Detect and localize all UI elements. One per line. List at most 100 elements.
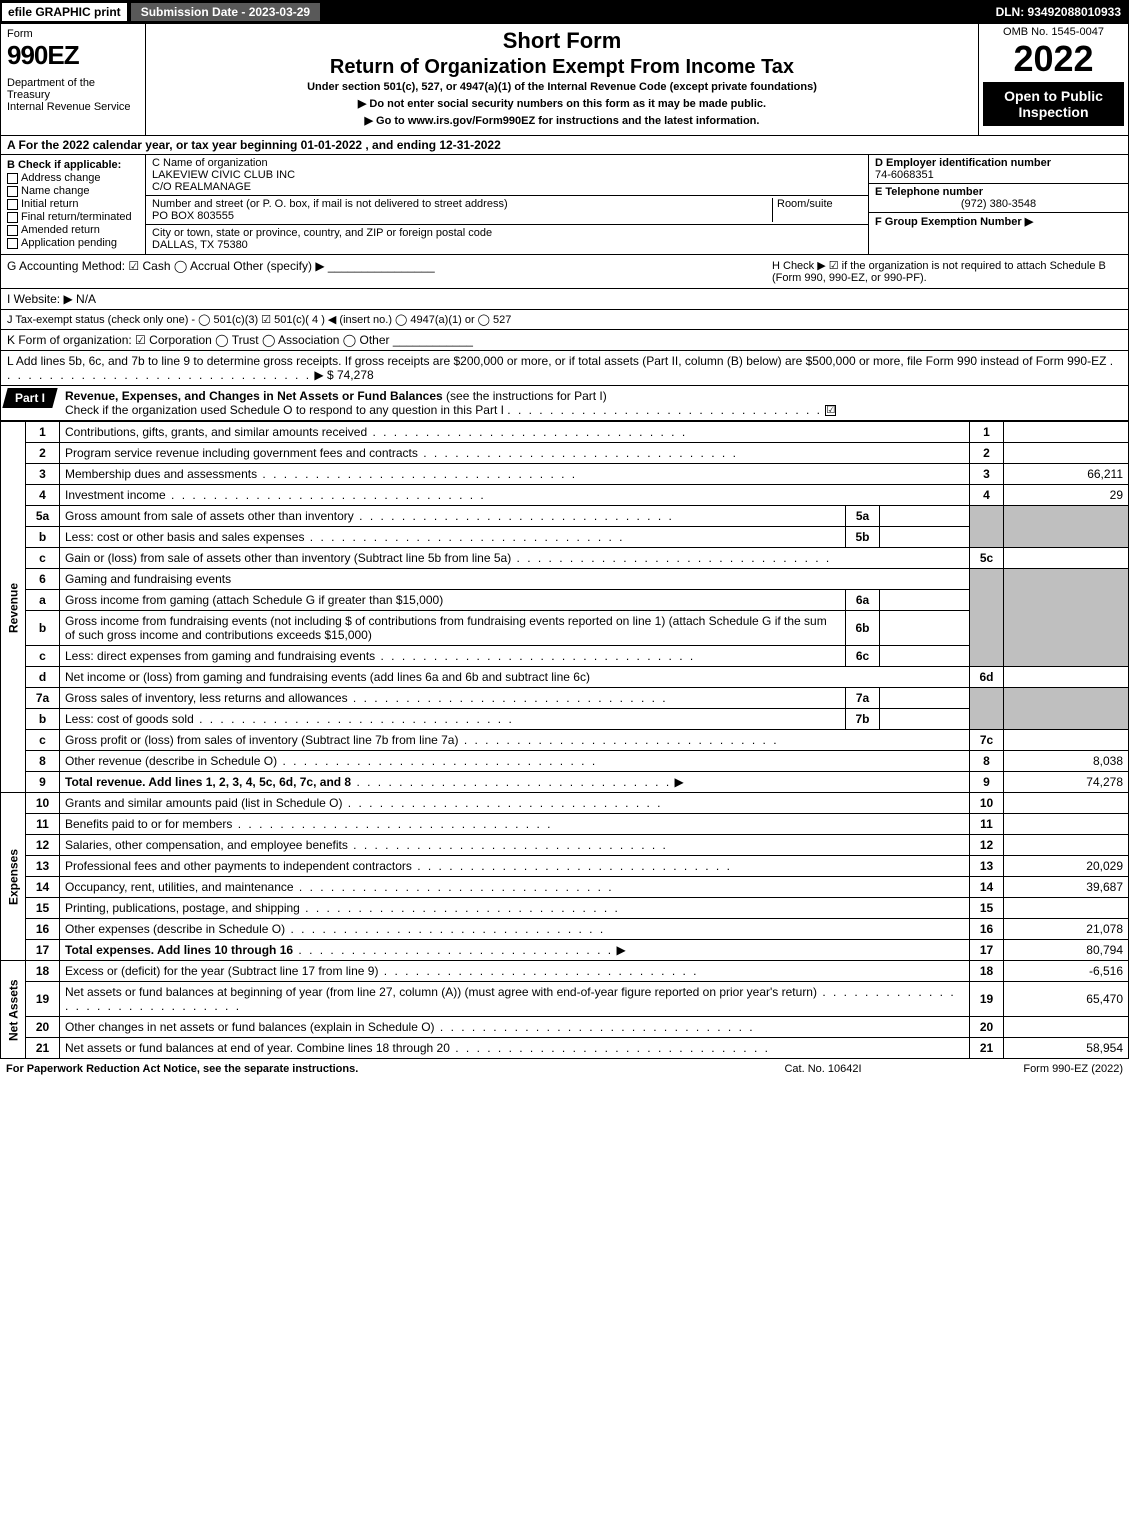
ln8-amt: 8,038: [1004, 751, 1129, 772]
l-amount: $ 74,278: [327, 368, 374, 382]
part1-checkbox[interactable]: ☑: [825, 405, 836, 416]
c-name-block: C Name of organization LAKEVIEW CIVIC CL…: [146, 155, 868, 196]
row-gh: G Accounting Method: ☑ Cash ◯ Accrual Ot…: [0, 255, 1129, 289]
ln15-box: 15: [970, 898, 1004, 919]
l-arrow: ▶: [314, 368, 327, 382]
ln17-box: 17: [970, 940, 1004, 961]
e-phone-block: E Telephone number (972) 380-3548: [869, 184, 1128, 213]
ln5b-sub: 5b: [846, 527, 880, 548]
ln5c-box: 5c: [970, 548, 1004, 569]
chk-address-change[interactable]: Address change: [7, 172, 139, 184]
col-c-org-info: C Name of organization LAKEVIEW CIVIC CL…: [146, 155, 868, 254]
ln13-desc: Professional fees and other payments to …: [60, 856, 970, 877]
ln13-num: 13: [26, 856, 60, 877]
dln-number: DLN: 93492088010933: [988, 3, 1129, 21]
ln14-box: 14: [970, 877, 1004, 898]
ln7ab-shade2: [1004, 688, 1129, 730]
ln7c-amt: [1004, 730, 1129, 751]
ln7c-num: c: [26, 730, 60, 751]
line-17: 17 Total expenses. Add lines 10 through …: [1, 940, 1129, 961]
h-schedule-b: H Check ▶ ☑ if the organization is not r…: [772, 259, 1122, 284]
ln5a-sval: [880, 506, 970, 527]
footer-left: For Paperwork Reduction Act Notice, see …: [6, 1063, 723, 1075]
under-section: Under section 501(c), 527, or 4947(a)(1)…: [154, 81, 970, 93]
chk-initial-return[interactable]: Initial return: [7, 198, 139, 210]
dept-label: Department of the Treasury: [7, 77, 139, 101]
omb-number: OMB No. 1545-0047: [983, 26, 1124, 38]
ln19-box: 19: [970, 982, 1004, 1017]
ln16-box: 16: [970, 919, 1004, 940]
ln6b-sub: 6b: [846, 611, 880, 646]
expenses-vlabel: Expenses: [1, 793, 26, 961]
ln6c-sub: 6c: [846, 646, 880, 667]
ln21-amt: 58,954: [1004, 1038, 1129, 1059]
ln7c-box: 7c: [970, 730, 1004, 751]
ln1-box: 1: [970, 422, 1004, 443]
ln17-amt: 80,794: [1004, 940, 1129, 961]
ein-value: 74-6068351: [875, 169, 1122, 181]
ln5c-amt: [1004, 548, 1129, 569]
part1-title-bold: Revenue, Expenses, and Changes in Net As…: [65, 389, 443, 403]
ln11-amt: [1004, 814, 1129, 835]
line-1: Revenue 1 Contributions, gifts, grants, …: [1, 422, 1129, 443]
form-word: Form: [7, 28, 139, 40]
chk-name-change[interactable]: Name change: [7, 185, 139, 197]
part1-check-text: Check if the organization used Schedule …: [65, 403, 504, 417]
ln18-num: 18: [26, 961, 60, 982]
header-right: OMB No. 1545-0047 2022 Open to Public In…: [978, 24, 1128, 135]
ln11-desc: Benefits paid to or for members: [60, 814, 970, 835]
ln6-desc: Gaming and fundraising events: [60, 569, 970, 590]
ln19-desc: Net assets or fund balances at beginning…: [60, 982, 970, 1017]
ln20-num: 20: [26, 1017, 60, 1038]
line-13: 13 Professional fees and other payments …: [1, 856, 1129, 877]
ln19-num: 19: [26, 982, 60, 1017]
ln5a-desc: Gross amount from sale of assets other t…: [60, 506, 846, 527]
ln6d-box: 6d: [970, 667, 1004, 688]
ln3-box: 3: [970, 464, 1004, 485]
line-8: 8 Other revenue (describe in Schedule O)…: [1, 751, 1129, 772]
ln8-box: 8: [970, 751, 1004, 772]
ln3-num: 3: [26, 464, 60, 485]
ln1-desc: Contributions, gifts, grants, and simila…: [60, 422, 970, 443]
ln6a-sval: [880, 590, 970, 611]
chk-final-return[interactable]: Final return/terminated: [7, 211, 139, 223]
ln14-num: 14: [26, 877, 60, 898]
org-city: DALLAS, TX 75380: [152, 239, 862, 251]
tax-year: 2022: [983, 38, 1124, 80]
ln6b-sval: [880, 611, 970, 646]
ln7a-desc: Gross sales of inventory, less returns a…: [60, 688, 846, 709]
form-number: 990EZ: [7, 40, 139, 71]
ln12-num: 12: [26, 835, 60, 856]
org-address: PO BOX 803555: [152, 210, 772, 222]
ln6-num: 6: [26, 569, 60, 590]
org-name: LAKEVIEW CIVIC CLUB INC: [152, 169, 862, 181]
line-6d: d Net income or (loss) from gaming and f…: [1, 667, 1129, 688]
b-label: B Check if applicable:: [7, 159, 139, 171]
chk-amended-return[interactable]: Amended return: [7, 224, 139, 236]
short-form-title: Short Form: [154, 28, 970, 54]
ln3-amt: 66,211: [1004, 464, 1129, 485]
ln16-amt: 21,078: [1004, 919, 1129, 940]
line-15: 15 Printing, publications, postage, and …: [1, 898, 1129, 919]
line-20: 20 Other changes in net assets or fund b…: [1, 1017, 1129, 1038]
line-4: 4 Investment income 4 29: [1, 485, 1129, 506]
goto-link[interactable]: ▶ Go to www.irs.gov/Form990EZ for instru…: [154, 114, 970, 127]
g-accounting-method: G Accounting Method: ☑ Cash ◯ Accrual Ot…: [7, 259, 772, 284]
phone-value: (972) 380-3548: [875, 198, 1122, 210]
ln17-num: 17: [26, 940, 60, 961]
line-18: Net Assets 18 Excess or (deficit) for th…: [1, 961, 1129, 982]
line-6c: c Less: direct expenses from gaming and …: [1, 646, 1129, 667]
ln11-num: 11: [26, 814, 60, 835]
ln6a-sub: 6a: [846, 590, 880, 611]
line-14: 14 Occupancy, rent, utilities, and maint…: [1, 877, 1129, 898]
ln1-num: 1: [26, 422, 60, 443]
org-co: C/O REALMANAGE: [152, 181, 862, 193]
ln7b-sub: 7b: [846, 709, 880, 730]
chk-application-pending[interactable]: Application pending: [7, 237, 139, 249]
c-address-block: Number and street (or P. O. box, if mail…: [146, 196, 868, 225]
ln10-desc: Grants and similar amounts paid (list in…: [60, 793, 970, 814]
ln6d-amt: [1004, 667, 1129, 688]
ln12-box: 12: [970, 835, 1004, 856]
no-ssn-notice: ▶ Do not enter social security numbers o…: [154, 97, 970, 110]
part1-tab: Part I: [2, 388, 57, 408]
